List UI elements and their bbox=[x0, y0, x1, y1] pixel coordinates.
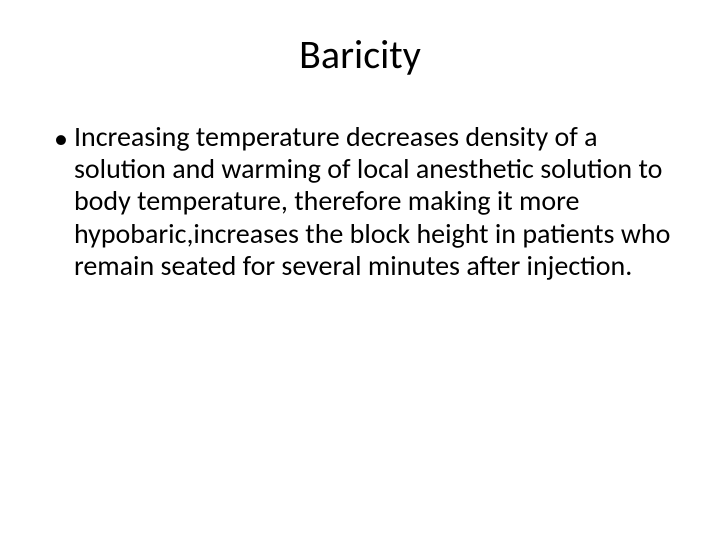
slide: Baricity • Increasing temperature decrea… bbox=[0, 0, 720, 540]
bullet-item: • Increasing temperature decreases densi… bbox=[54, 121, 680, 282]
slide-body: • Increasing temperature decreases densi… bbox=[40, 121, 680, 282]
bullet-text: Increasing temperature decreases density… bbox=[74, 121, 680, 282]
bullet-marker-icon: • bbox=[54, 123, 68, 155]
slide-title: Baricity bbox=[40, 30, 680, 79]
